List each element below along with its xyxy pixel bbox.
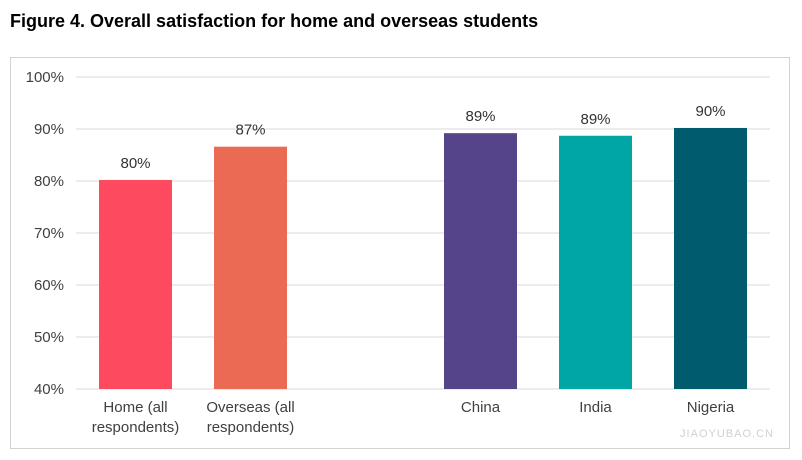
y-tick-label-60: 60%: [34, 277, 64, 294]
y-tick-label-80: 80%: [34, 173, 64, 190]
bar-india: [559, 135, 632, 389]
bar-overseas-all-respondents: [214, 146, 287, 389]
gridlines: [76, 76, 770, 390]
bar-nigeria: [674, 127, 747, 390]
y-axis-tick-labels: 40% 50% 60% 70% 80% 90% 100%: [26, 69, 64, 398]
data-label-home-all-respondents: 80%: [120, 155, 150, 172]
watermark: JIAOYUBAO.CN: [680, 428, 774, 440]
y-tick-label-40: 40%: [34, 381, 64, 398]
data-label-china: 89%: [465, 108, 495, 125]
data-label-india: 89%: [580, 111, 610, 128]
bars: [99, 127, 747, 390]
y-tick-label-90: 90%: [34, 121, 64, 138]
data-label-nigeria: 90%: [695, 103, 725, 120]
bar-home-all-respondents: [99, 179, 172, 389]
data-label-overseas-all-respondents: 87%: [235, 122, 265, 139]
bar-china: [444, 133, 517, 389]
figure-title: Figure 4. Overall satisfaction for home …: [10, 11, 539, 31]
y-tick-label-50: 50%: [34, 329, 64, 346]
y-tick-label-70: 70%: [34, 225, 64, 242]
data-labels: 80% 87% 89% 89% 90%: [120, 103, 725, 172]
chart-frame: [10, 57, 790, 449]
y-tick-label-100: 100%: [26, 69, 64, 86]
